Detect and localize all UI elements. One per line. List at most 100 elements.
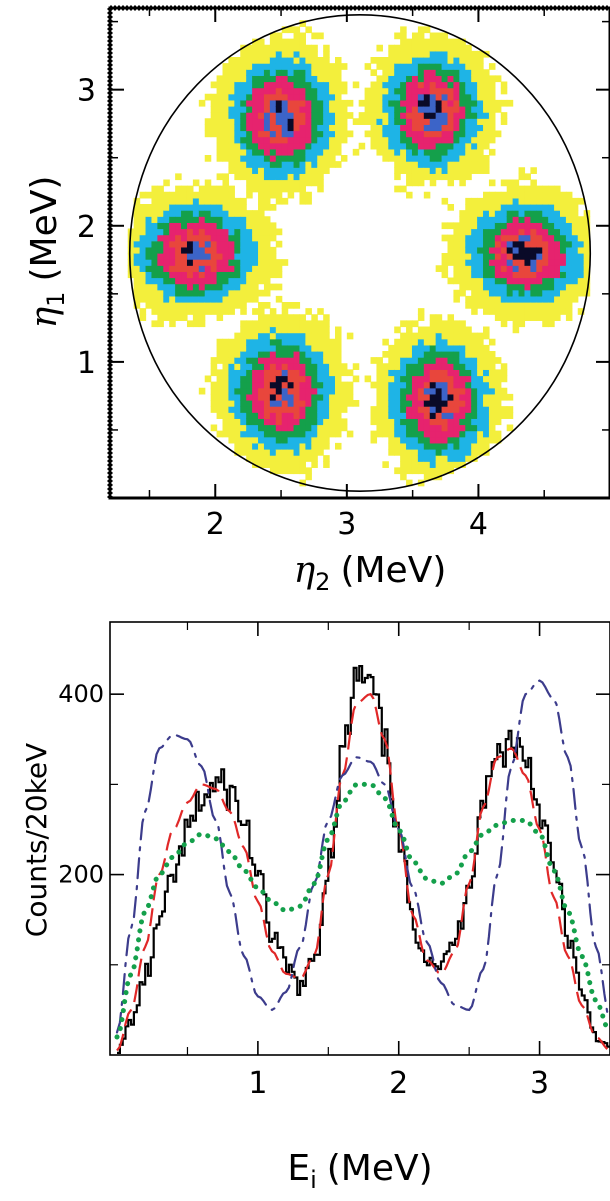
density-cell <box>281 455 289 462</box>
series-lines <box>114 665 610 1054</box>
density-cell <box>311 99 318 107</box>
density-cell <box>299 118 306 125</box>
density-cell <box>512 185 520 193</box>
density-cell <box>263 369 271 377</box>
density-cell <box>548 259 555 266</box>
density-cell <box>246 87 253 95</box>
density-cell <box>293 449 301 456</box>
density-cell <box>222 197 230 205</box>
density-cell <box>281 461 289 468</box>
density-cell <box>483 363 490 370</box>
density-cell <box>329 148 336 156</box>
density-cell <box>471 246 478 254</box>
density-cell <box>352 81 360 89</box>
density-cell <box>411 167 419 174</box>
density-cell <box>417 314 425 321</box>
density-cell <box>240 381 247 389</box>
density-cell <box>500 375 508 383</box>
density-cell <box>216 246 224 254</box>
density-cell <box>287 302 295 309</box>
density-cell <box>340 63 348 70</box>
density-cell <box>536 228 543 236</box>
density-cell <box>394 406 401 413</box>
density-cell <box>263 124 271 132</box>
density-cell <box>246 173 253 181</box>
density-cell <box>133 253 141 260</box>
density-cell <box>234 63 241 70</box>
density-cell <box>317 338 324 346</box>
density-cell <box>246 234 253 242</box>
density-cell <box>488 283 496 291</box>
density-cell <box>151 197 158 205</box>
density-cell <box>234 216 241 223</box>
density-cell <box>483 75 490 83</box>
density-cell <box>234 271 241 279</box>
density-cell <box>240 228 247 236</box>
density-cell <box>530 197 537 205</box>
density-cell <box>488 400 496 407</box>
density-cell <box>441 387 449 395</box>
density-cell <box>565 308 573 315</box>
density-cell <box>400 344 407 352</box>
density-cell <box>471 375 478 383</box>
density-cell <box>234 155 241 162</box>
density-cell <box>252 289 259 297</box>
density-cell <box>583 234 591 242</box>
density-cell <box>252 400 259 407</box>
density-cell <box>411 363 419 370</box>
density-cell <box>560 228 567 236</box>
density-cell <box>571 197 579 205</box>
density-cell <box>240 430 247 438</box>
density-cell <box>554 289 561 297</box>
density-cell <box>299 418 306 426</box>
density-cell <box>287 106 295 113</box>
density-cell <box>400 38 407 46</box>
density-cell <box>198 191 206 199</box>
density-cell <box>216 387 224 395</box>
density-cell <box>323 424 330 432</box>
density-cell <box>163 222 170 230</box>
density-cell <box>305 75 312 83</box>
density-cell <box>323 124 330 132</box>
density-cell <box>477 442 484 450</box>
density-cell <box>394 112 401 119</box>
density-cell <box>429 32 437 40</box>
density-cell <box>311 130 318 138</box>
density-cell <box>287 87 295 95</box>
density-cell <box>335 161 342 168</box>
density-cell <box>335 326 342 334</box>
density-cell <box>133 295 141 303</box>
density-cell <box>163 308 170 315</box>
density-cell <box>512 283 520 291</box>
density-cell <box>287 314 295 321</box>
density-cell <box>269 38 277 46</box>
density-cell <box>329 418 336 426</box>
density-cell <box>376 112 383 119</box>
density-cell <box>204 130 212 138</box>
density-cell <box>453 455 460 462</box>
density-cell <box>494 375 502 383</box>
density-cell <box>483 112 490 119</box>
density-cell <box>411 136 419 144</box>
density-cell <box>536 222 543 230</box>
density-cell <box>506 179 514 187</box>
density-cell <box>246 369 253 377</box>
density-cell <box>157 265 164 272</box>
density-cell <box>175 228 182 236</box>
density-cell <box>157 185 164 193</box>
density-cell <box>400 69 407 76</box>
density-cell <box>471 204 478 211</box>
density-cell <box>216 191 224 199</box>
density-cell <box>234 302 241 309</box>
density-cell <box>240 363 247 370</box>
density-cell <box>163 259 170 266</box>
density-cell <box>275 32 283 40</box>
x-axis-title-top: η2 (MeV) <box>294 550 447 596</box>
density-cell <box>216 277 224 285</box>
density-cell <box>488 222 496 230</box>
density-cell <box>542 216 549 223</box>
density-cell <box>435 449 443 456</box>
density-cell <box>281 326 289 334</box>
density-cell <box>163 277 170 285</box>
